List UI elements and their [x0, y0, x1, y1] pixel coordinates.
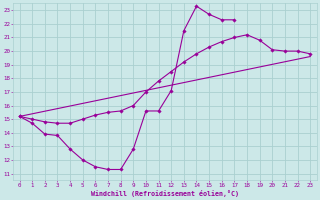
X-axis label: Windchill (Refroidissement éolien,°C): Windchill (Refroidissement éolien,°C) [91, 190, 239, 197]
